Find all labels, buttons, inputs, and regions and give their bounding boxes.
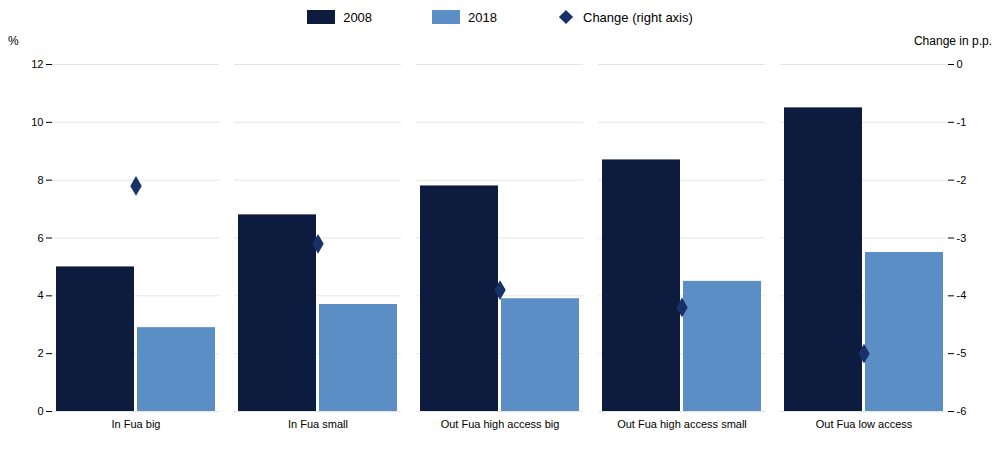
svg-text:In Fua small: In Fua small [288, 418, 348, 430]
svg-text:-5: -5 [957, 347, 967, 359]
svg-text:0: 0 [37, 405, 43, 417]
svg-text:Out Fua high access small: Out Fua high access small [617, 418, 747, 430]
svg-text:2: 2 [37, 347, 43, 359]
svg-text:6: 6 [37, 232, 43, 244]
html-text:2008: 2008 [343, 9, 373, 25]
svg-text:12: 12 [31, 58, 43, 70]
svg-text:10: 10 [31, 116, 43, 128]
svg-text:-3: -3 [957, 232, 967, 244]
svg-text:Out Fua high access big: Out Fua high access big [441, 418, 560, 430]
svg-text:-4: -4 [957, 289, 967, 301]
svg-text:In Fua big: In Fua big [112, 418, 161, 430]
svg-text:4: 4 [37, 289, 43, 301]
svg-text:-6: -6 [957, 405, 967, 417]
html-text:2018: 2018 [468, 9, 497, 25]
html-text:Change (right axis): Change (right axis) [583, 9, 693, 25]
svg-text:-1: -1 [957, 116, 967, 128]
html-text:Change in p.p.: Change in p.p. [913, 34, 992, 48]
svg-text:0: 0 [957, 58, 963, 70]
svg-text:8: 8 [37, 174, 43, 186]
svg-text:Out Fua low access: Out Fua low access [816, 418, 913, 430]
svg-text:-2: -2 [957, 174, 967, 186]
